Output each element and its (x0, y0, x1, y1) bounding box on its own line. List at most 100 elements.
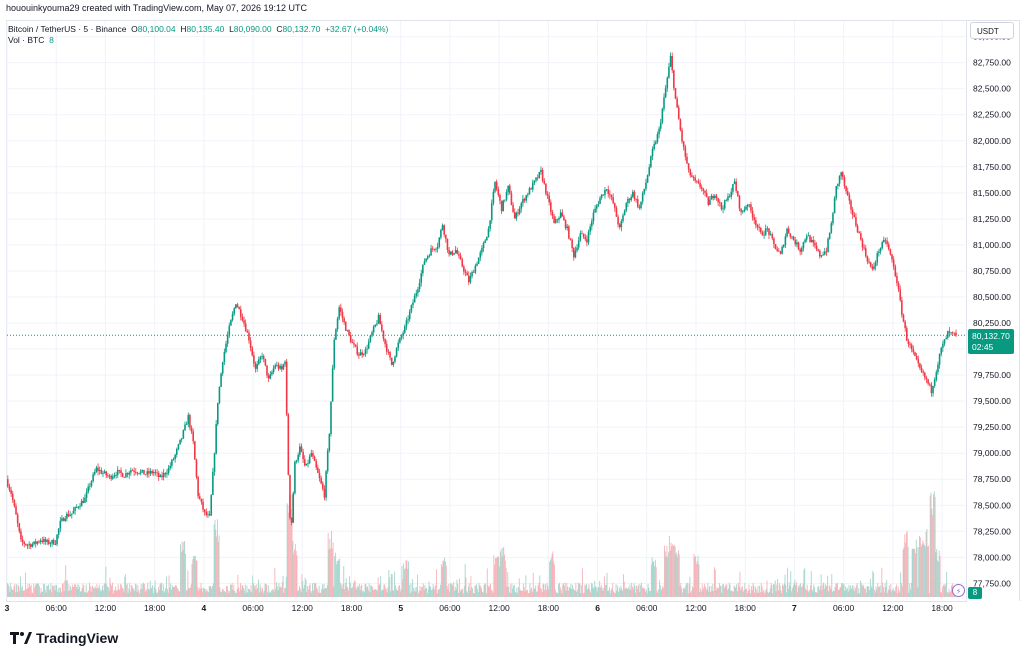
volume-bar (68, 584, 70, 597)
candle-body (364, 349, 367, 355)
volume-bar (136, 591, 138, 597)
volume-bar (555, 592, 557, 597)
volume-bar (802, 583, 804, 597)
volume-bar (381, 591, 382, 597)
candle-body (80, 500, 83, 507)
volume-bar (764, 593, 765, 597)
candle-body (548, 195, 550, 203)
volume-bar (185, 590, 187, 597)
candle-body (423, 261, 426, 265)
volume-bar (627, 587, 629, 597)
volume-bar (352, 586, 354, 597)
volume-bar (869, 589, 870, 597)
candle-body (438, 237, 441, 247)
candle-body (917, 359, 920, 364)
volume-bar (253, 586, 255, 597)
candle-body (31, 544, 34, 547)
volume-bar (486, 568, 488, 597)
candle-body (776, 249, 778, 251)
candle-body (717, 197, 719, 203)
volume-bar (378, 585, 380, 597)
volume-bar (889, 589, 891, 597)
volume-bar (370, 585, 372, 597)
volume-bar (759, 585, 761, 597)
y-tick-label: 80,750.00 (973, 266, 1011, 276)
volume-bar (238, 587, 240, 597)
volume-bar (629, 584, 631, 597)
volume-bar (577, 589, 578, 597)
candle-body (18, 523, 21, 532)
candle-body (686, 156, 688, 164)
candle-body (108, 475, 111, 477)
volume-bar (316, 587, 318, 597)
candle-body (779, 251, 782, 254)
volume-bar (248, 588, 250, 597)
volume-bar (180, 544, 181, 597)
volume-bar (872, 570, 874, 597)
volume-bar (90, 591, 92, 597)
candle-body (904, 321, 906, 329)
volume-bar (262, 587, 263, 597)
volume-bar (864, 588, 866, 597)
price-axis[interactable] (966, 20, 1020, 601)
last-price-value: 80,132.70 (972, 331, 1010, 342)
volume-bar (664, 545, 665, 597)
volume-label: Vol · BTC (8, 35, 45, 45)
candle-body (133, 470, 135, 472)
volume-bar (702, 589, 704, 597)
candle-body (344, 322, 347, 331)
volume-bar (744, 583, 746, 597)
volume-bar (208, 586, 210, 597)
volume-bar (335, 564, 337, 597)
volume-bar (281, 582, 283, 597)
volume-bar (239, 591, 241, 597)
volume-bar (48, 584, 49, 597)
volume-bar (335, 552, 336, 597)
candle-body (492, 191, 495, 204)
volume-bar (387, 586, 389, 597)
volume-bar (407, 568, 409, 597)
volume-bar (164, 590, 166, 597)
currency-button[interactable]: USDT (970, 22, 1014, 39)
candle-body (881, 242, 883, 249)
candle-body (769, 234, 772, 236)
volume-bar (173, 586, 175, 597)
candle-body (395, 348, 398, 357)
volume-bar (346, 586, 348, 597)
volume-bar (44, 589, 46, 597)
candle-body (41, 540, 44, 542)
candle-body (131, 470, 134, 472)
volume-bar (887, 592, 889, 597)
volume-bar (43, 583, 44, 597)
volume-bar (348, 590, 350, 597)
candle-body (77, 506, 80, 508)
volume-bar (239, 583, 241, 597)
candle-body (773, 238, 775, 245)
candle-body (556, 219, 559, 221)
volume-bar (368, 583, 370, 597)
candle-body (285, 361, 288, 415)
candle-body (484, 240, 486, 243)
candle-body (902, 314, 905, 322)
volume-bar (616, 590, 618, 597)
volume-bar (34, 587, 35, 597)
volume-bar (710, 585, 712, 597)
volume-bar (242, 585, 244, 597)
candle-body (284, 361, 286, 365)
volume-bar (772, 593, 774, 597)
volume-bar (211, 588, 213, 597)
volume-bar (682, 592, 683, 597)
candle-body (910, 344, 913, 350)
volume-bar (842, 584, 844, 597)
candle-body (650, 156, 652, 168)
volume-bar (413, 591, 415, 597)
candle-body (550, 202, 552, 213)
tradingview-logo[interactable]: TradingView (10, 630, 118, 646)
volume-bar (363, 592, 365, 597)
y-tick-label: 78,750.00 (973, 474, 1011, 484)
volume-bar (417, 574, 419, 597)
lightning-icon[interactable]: ⚡ (952, 584, 965, 597)
candle-body (781, 247, 783, 254)
candle-body (269, 374, 272, 379)
